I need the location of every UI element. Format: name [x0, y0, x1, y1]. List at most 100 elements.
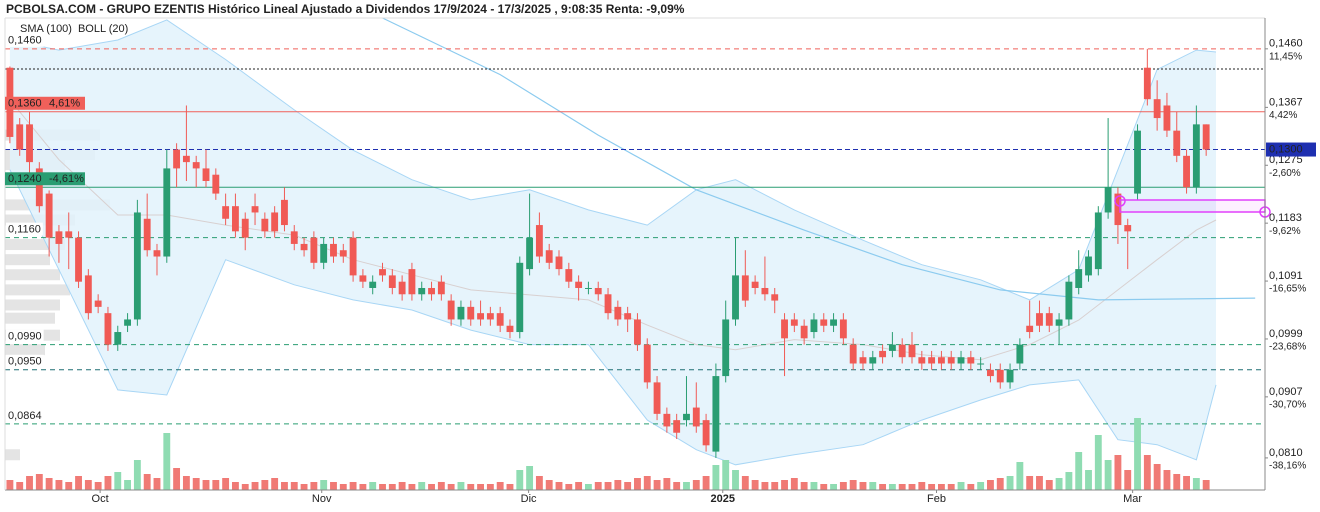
level-label: 0,1240 [8, 173, 42, 185]
volume-profile-bar [5, 312, 55, 324]
candle-body [692, 407, 700, 427]
volume-bar [271, 478, 279, 490]
candle-body [751, 281, 759, 288]
y-tick-label: 0,1183 [1269, 212, 1302, 224]
volume-bar [1134, 418, 1141, 490]
candle-body [918, 357, 926, 364]
candle-body [526, 237, 534, 270]
candle-body [594, 287, 602, 295]
volume-bar [1075, 452, 1083, 490]
volume-bar [457, 482, 465, 490]
y-tick-label: 0,1460 [1269, 38, 1303, 50]
volume-bar [192, 478, 200, 490]
candle-body [349, 237, 357, 276]
last-price-label: 0,1300 [1269, 143, 1303, 155]
candle-body [898, 344, 906, 358]
volume-bar [928, 484, 936, 490]
candle-body [124, 319, 131, 326]
candle-body [231, 206, 239, 232]
volume-bar [398, 482, 406, 490]
volume-bar [379, 484, 386, 490]
candle-body [212, 174, 220, 194]
y-tick-change: -23,68% [1269, 342, 1306, 353]
volume-bar [732, 470, 739, 490]
candle-body [182, 155, 190, 163]
volume-bar [496, 482, 504, 490]
candle-body [545, 250, 553, 263]
volume-bar [281, 482, 288, 490]
candle-body [45, 193, 53, 238]
volume-bar [584, 484, 592, 490]
candle-body [1085, 256, 1092, 276]
volume-bar [879, 484, 887, 490]
volume-bar [1094, 435, 1102, 490]
volume-bar [653, 480, 661, 490]
volume-bar [173, 468, 181, 490]
volume-profile-bar [5, 299, 60, 311]
volume-bar [790, 478, 798, 490]
volume-bar [124, 480, 131, 490]
candle-body [271, 212, 279, 232]
candle-body [908, 344, 916, 358]
volume-bar [643, 476, 651, 490]
volume-bar [761, 482, 769, 490]
level-change: 4,61% [49, 98, 80, 110]
candle-body [35, 168, 43, 207]
volume-bar [222, 478, 230, 490]
volume-bar [251, 482, 259, 490]
candle-body [310, 237, 318, 263]
volume-bar [594, 482, 602, 490]
candle-body [251, 206, 259, 213]
candle-body [584, 287, 592, 289]
y-tick-label: 0,1275 [1269, 154, 1303, 166]
volume-bar [1173, 474, 1181, 490]
candle-body [516, 262, 524, 333]
candle-body [94, 300, 102, 307]
volume-bar [830, 484, 837, 490]
volume-bar [683, 482, 690, 490]
legend-entry: BOLL (20) [78, 23, 128, 35]
volume-bar [330, 482, 337, 490]
candle-body [55, 231, 63, 244]
volume-bar [1036, 476, 1043, 490]
volume-bar [663, 478, 671, 490]
candle-body [634, 319, 641, 345]
volume-profile-bar [5, 254, 50, 266]
volume-bar [702, 476, 710, 490]
candle-body [143, 218, 151, 251]
volume-bar [977, 482, 985, 490]
volume-bar [35, 474, 43, 490]
candle-body [1114, 193, 1122, 226]
drawing-rectangle [1119, 199, 1266, 213]
legend-entry: SMA (100) [20, 23, 72, 35]
candle-body [477, 313, 484, 320]
candle-body [369, 281, 377, 288]
candle-body [771, 294, 779, 301]
candle-body [1026, 325, 1034, 333]
y-tick-change: -30,70% [1269, 399, 1306, 410]
candle-body [65, 231, 73, 238]
candle-body [1045, 313, 1053, 326]
volume-bar [565, 484, 573, 490]
volume-bar [467, 484, 475, 490]
volume-bar [261, 480, 269, 490]
volume-bar [957, 482, 965, 490]
x-tick-label: 2025 [711, 493, 735, 505]
volume-bar [349, 482, 357, 490]
volume-bar [1153, 464, 1161, 490]
candle-body [722, 319, 730, 377]
level-change: -4,61% [49, 173, 84, 185]
volume-bar [1124, 470, 1132, 490]
candle-body [163, 168, 171, 257]
candle-body [810, 319, 818, 333]
volume-bar [575, 482, 583, 490]
volume-bar [781, 480, 788, 490]
volume-bar [26, 476, 33, 490]
candle-body [104, 313, 112, 345]
volume-bar [859, 482, 867, 490]
volume-profile-bar [5, 344, 45, 356]
volume-bar [918, 482, 926, 490]
candle-body [987, 369, 994, 377]
level-label: 0,0864 [8, 410, 42, 422]
volume-bar [418, 482, 426, 490]
